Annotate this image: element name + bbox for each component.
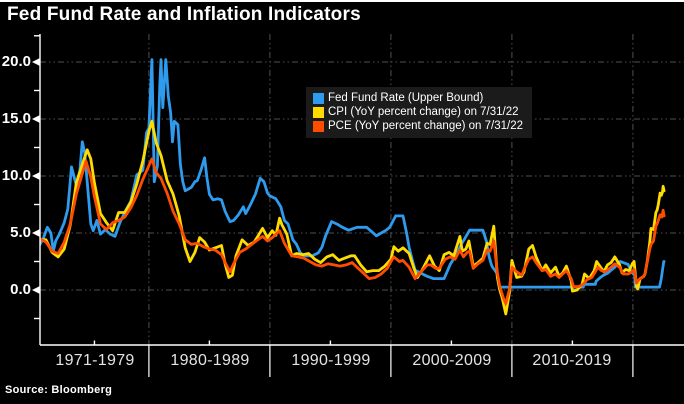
legend-label: PCE (YoY percent change) on 7/31/22 — [328, 120, 524, 132]
y-axis-tick-label: 10.0 — [1, 167, 31, 184]
legend-swatch-blue — [313, 92, 324, 104]
y-tick-arrow — [32, 58, 40, 66]
x-axis-decade-label: 2000-2009 — [412, 352, 492, 369]
legend-item-cpi: CPI (YoY percent change) on 7/31/22 — [313, 106, 523, 118]
legend-swatch-orange — [313, 120, 324, 132]
source-attribution: Source: Bloomberg — [5, 384, 113, 396]
y-axis-tick-label: 20.0 — [1, 53, 31, 70]
y-tick-arrow — [32, 286, 40, 294]
legend-label: Fed Fund Rate (Upper Bound) — [328, 92, 484, 104]
yellow-series-line — [40, 119, 666, 316]
y-axis-tick-label: 5.0 — [10, 224, 31, 241]
chart-title: Fed Fund Rate and Inflation Indicators — [7, 4, 361, 25]
legend-item-fed-fund-rate: Fed Fund Rate (Upper Bound) — [313, 92, 523, 104]
y-axis-tick-label: 0.0 — [10, 281, 31, 298]
x-axis-decade-label: 1971-1979 — [55, 352, 135, 369]
x-axis-decade-label: 2010-2019 — [532, 352, 612, 369]
orange-series-line — [40, 157, 666, 306]
legend: Fed Fund Rate (Upper Bound) CPI (YoY per… — [306, 87, 533, 138]
window-top-border — [0, 0, 684, 2]
x-axis-decade-label: 1980-1989 — [170, 352, 250, 369]
legend-swatch-yellow — [313, 106, 324, 118]
x-axis-decade-label: 1990-1999 — [291, 352, 371, 369]
y-tick-arrow — [32, 172, 40, 180]
legend-label: CPI (YoY percent change) on 7/31/22 — [328, 106, 519, 118]
y-tick-arrow — [32, 229, 40, 237]
y-axis-tick-label: 15.0 — [1, 110, 31, 127]
legend-item-pce: PCE (YoY percent change) on 7/31/22 — [313, 120, 523, 132]
y-tick-arrow — [32, 115, 40, 123]
